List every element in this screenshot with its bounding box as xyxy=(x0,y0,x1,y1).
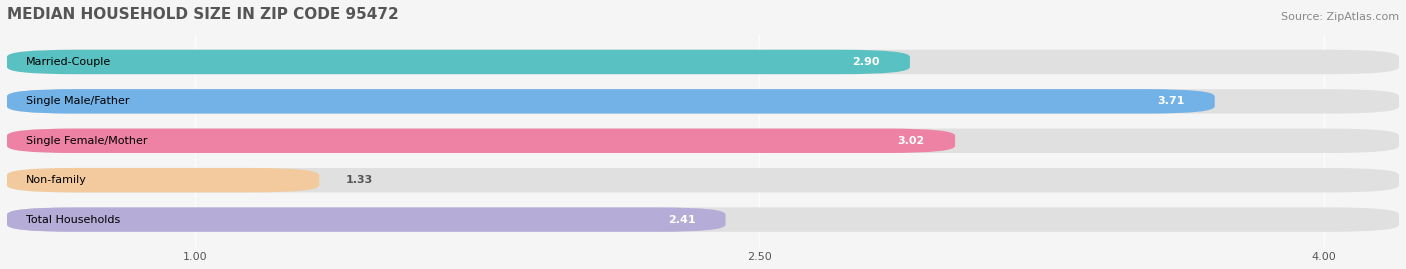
Text: Single Female/Mother: Single Female/Mother xyxy=(25,136,148,146)
FancyBboxPatch shape xyxy=(7,89,1215,114)
Text: Source: ZipAtlas.com: Source: ZipAtlas.com xyxy=(1281,12,1399,22)
FancyBboxPatch shape xyxy=(7,168,1399,192)
Text: Married-Couple: Married-Couple xyxy=(25,57,111,67)
FancyBboxPatch shape xyxy=(7,50,910,74)
Text: Non-family: Non-family xyxy=(25,175,87,185)
Text: Total Households: Total Households xyxy=(25,215,120,225)
FancyBboxPatch shape xyxy=(7,89,1399,114)
FancyBboxPatch shape xyxy=(7,207,725,232)
Text: MEDIAN HOUSEHOLD SIZE IN ZIP CODE 95472: MEDIAN HOUSEHOLD SIZE IN ZIP CODE 95472 xyxy=(7,7,399,22)
Text: 1.33: 1.33 xyxy=(346,175,373,185)
FancyBboxPatch shape xyxy=(7,129,1399,153)
FancyBboxPatch shape xyxy=(7,129,955,153)
Text: 3.02: 3.02 xyxy=(898,136,925,146)
FancyBboxPatch shape xyxy=(7,50,1399,74)
Text: Single Male/Father: Single Male/Father xyxy=(25,96,129,106)
FancyBboxPatch shape xyxy=(7,168,319,192)
FancyBboxPatch shape xyxy=(7,207,1399,232)
Text: 2.41: 2.41 xyxy=(668,215,696,225)
Text: 2.90: 2.90 xyxy=(852,57,880,67)
Text: 3.71: 3.71 xyxy=(1157,96,1185,106)
